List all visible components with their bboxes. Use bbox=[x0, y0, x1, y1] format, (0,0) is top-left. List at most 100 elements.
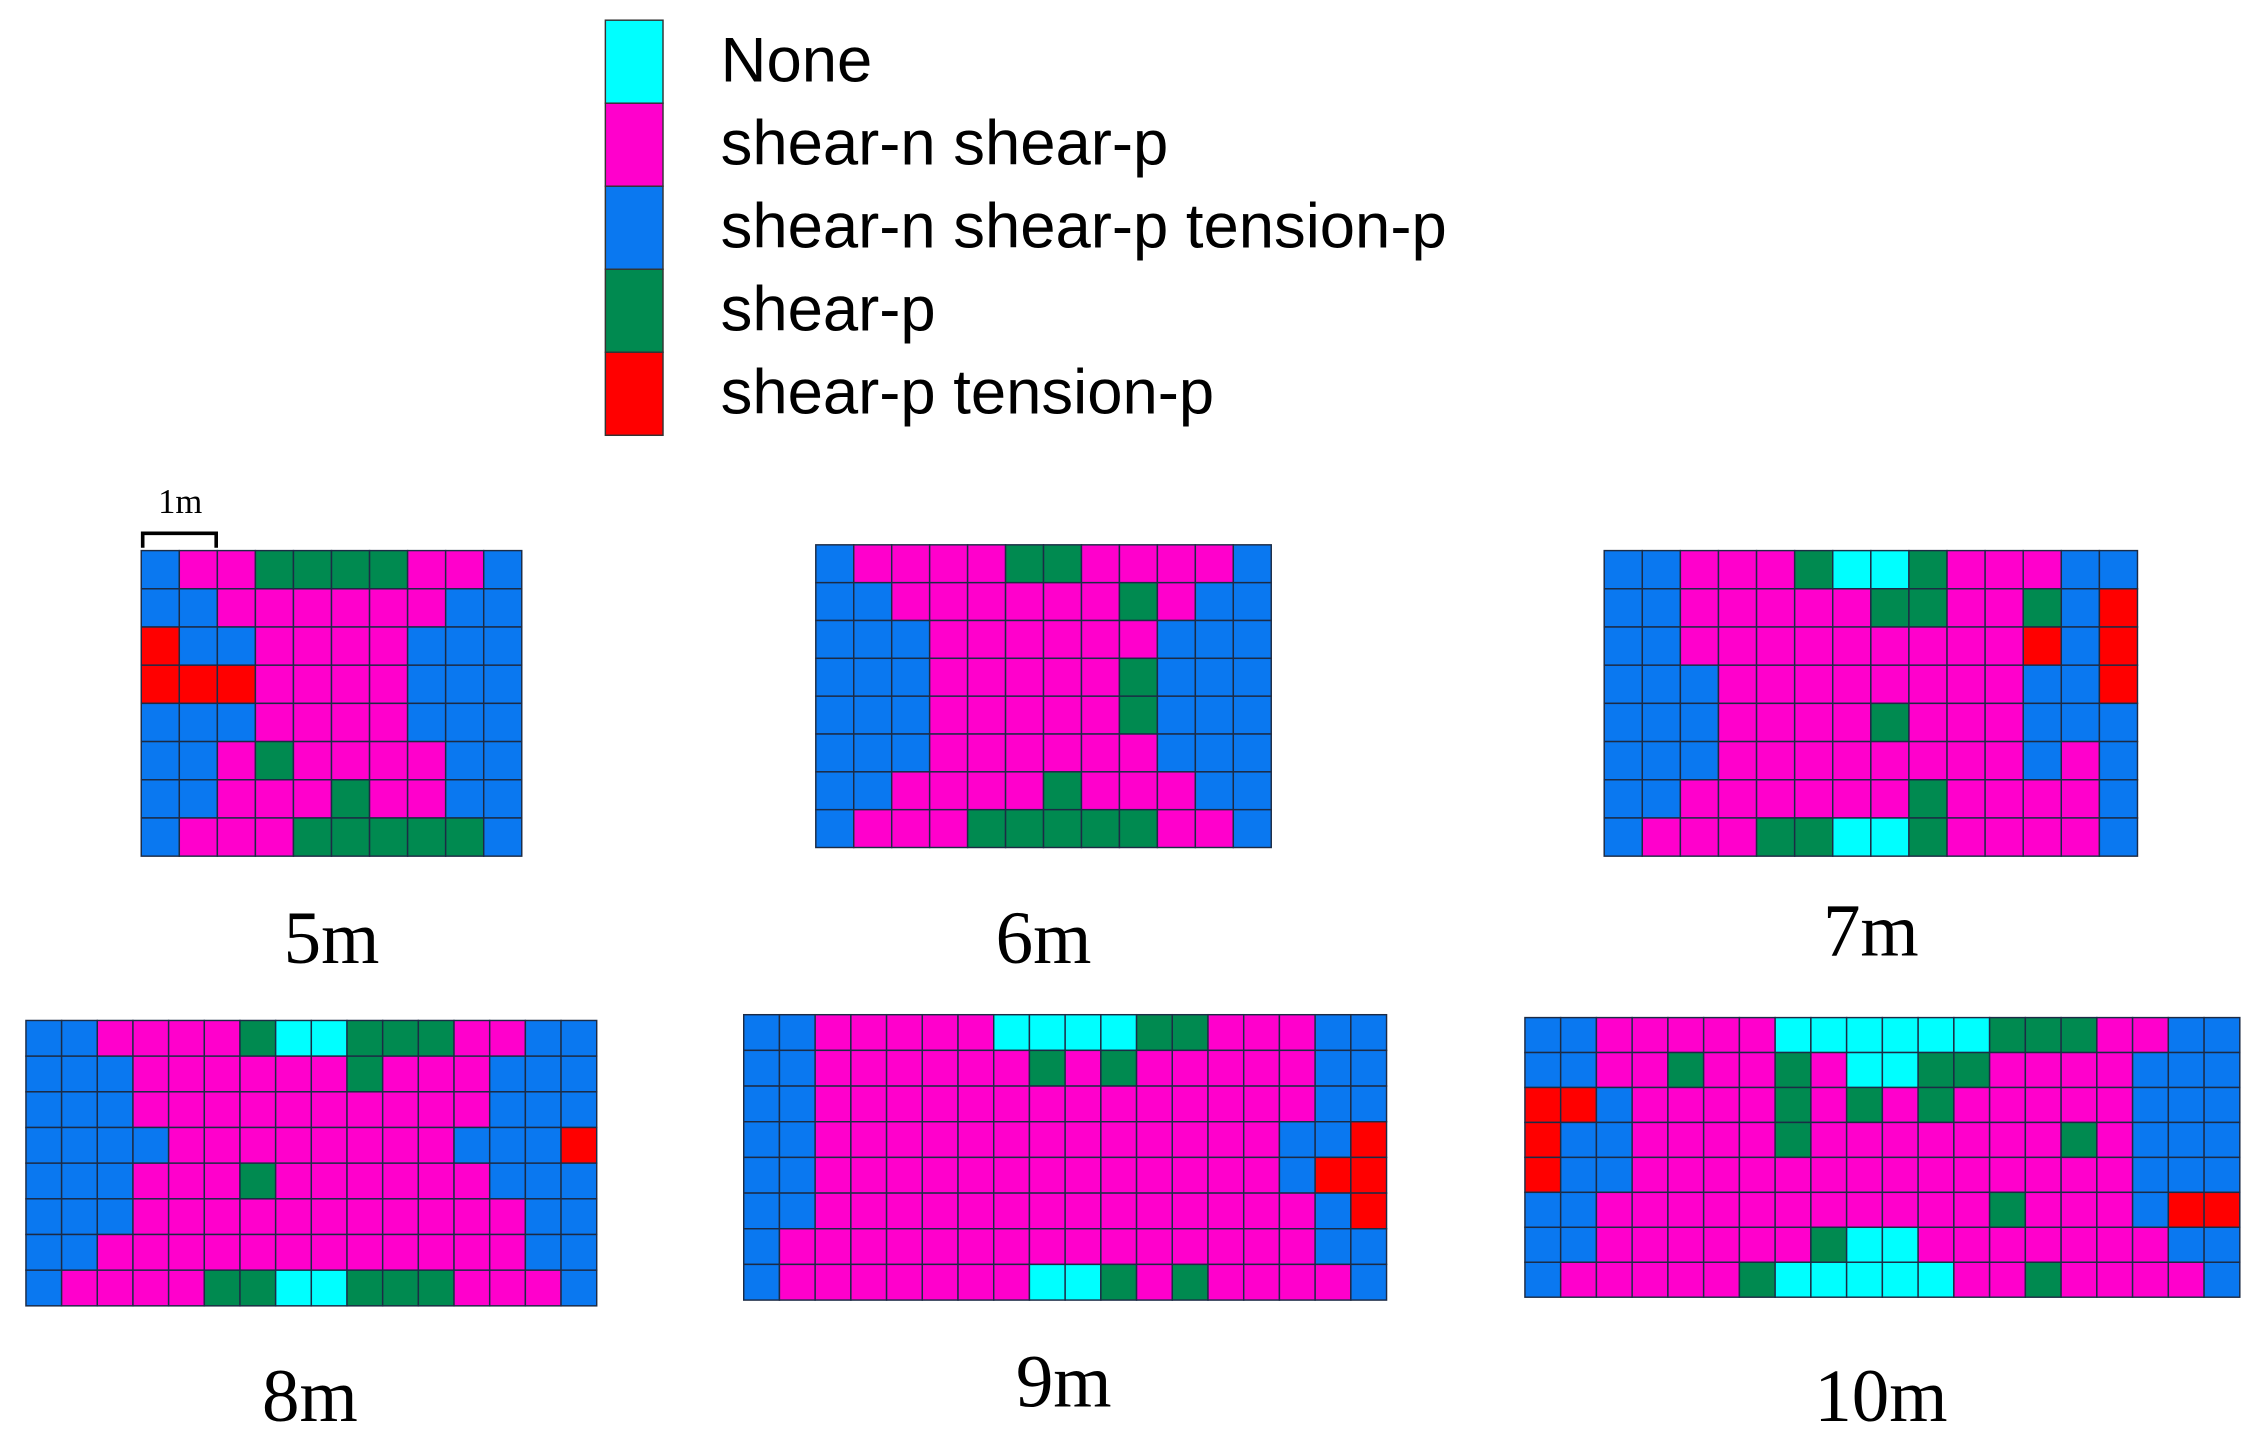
cell bbox=[1350, 1263, 1388, 1301]
cell bbox=[1603, 626, 1644, 666]
cell bbox=[1350, 1120, 1388, 1159]
cell bbox=[444, 626, 485, 666]
cell bbox=[966, 695, 1007, 735]
cell bbox=[815, 581, 855, 622]
cell bbox=[928, 657, 969, 697]
cell bbox=[957, 1156, 995, 1194]
cell bbox=[167, 1162, 206, 1200]
cell bbox=[1314, 1228, 1352, 1266]
cell bbox=[444, 549, 485, 590]
cell bbox=[1810, 1261, 1848, 1298]
cell bbox=[1953, 1016, 1991, 1054]
cell bbox=[488, 1055, 527, 1093]
cell bbox=[1524, 1121, 1562, 1159]
cell bbox=[2060, 702, 2101, 743]
cell bbox=[444, 740, 485, 781]
cell bbox=[1042, 657, 1083, 697]
cell bbox=[1278, 1263, 1316, 1301]
cell bbox=[853, 808, 893, 849]
cell bbox=[1350, 1192, 1388, 1230]
cell bbox=[1603, 664, 1644, 705]
cell bbox=[1717, 779, 1758, 819]
cell bbox=[853, 771, 893, 811]
cell bbox=[1717, 702, 1758, 743]
cell bbox=[1118, 581, 1159, 622]
cell bbox=[444, 779, 485, 819]
cell bbox=[1042, 544, 1083, 584]
cell bbox=[524, 1126, 562, 1164]
cell bbox=[1702, 1016, 1741, 1054]
cell bbox=[1194, 544, 1235, 584]
cell bbox=[1595, 1121, 1633, 1159]
cell bbox=[1946, 664, 1986, 705]
cell bbox=[524, 1162, 562, 1200]
cell bbox=[1100, 1085, 1138, 1123]
cell bbox=[743, 1192, 781, 1230]
cell bbox=[406, 549, 447, 590]
cell bbox=[1314, 1013, 1352, 1052]
cell bbox=[1738, 1016, 1776, 1054]
cell bbox=[346, 1198, 384, 1236]
cell bbox=[2060, 1086, 2098, 1124]
cell bbox=[368, 588, 409, 628]
cell bbox=[1738, 1261, 1776, 1298]
cell bbox=[1870, 817, 1910, 857]
cell bbox=[885, 1156, 924, 1194]
cell bbox=[1064, 1156, 1102, 1194]
cell bbox=[1984, 588, 2024, 628]
cell bbox=[417, 1198, 455, 1236]
cell bbox=[1774, 1086, 1812, 1124]
cell bbox=[406, 664, 447, 705]
cell bbox=[167, 1198, 206, 1236]
cell bbox=[928, 808, 969, 849]
cell bbox=[1207, 1263, 1245, 1301]
cell bbox=[1908, 588, 1948, 628]
cell bbox=[1080, 771, 1121, 811]
cell bbox=[132, 1019, 170, 1057]
cell bbox=[167, 1126, 206, 1164]
cell bbox=[1774, 1261, 1812, 1298]
cell bbox=[330, 664, 371, 705]
cell bbox=[368, 817, 409, 857]
cell bbox=[216, 588, 257, 628]
cell bbox=[1755, 549, 1796, 590]
cell bbox=[1242, 1263, 1281, 1301]
cell bbox=[1953, 1121, 1991, 1159]
cell bbox=[1988, 1156, 2027, 1194]
cell bbox=[1350, 1013, 1388, 1052]
cell bbox=[921, 1228, 959, 1266]
cell bbox=[1064, 1049, 1102, 1087]
cell bbox=[330, 588, 371, 628]
cell bbox=[778, 1156, 816, 1194]
cell bbox=[1917, 1121, 1955, 1159]
cell bbox=[2167, 1051, 2205, 1089]
cell bbox=[1232, 544, 1272, 584]
cell bbox=[560, 1198, 598, 1236]
cell bbox=[96, 1233, 134, 1271]
cell bbox=[1118, 808, 1159, 849]
cell bbox=[2022, 740, 2063, 781]
cell bbox=[1881, 1086, 1919, 1124]
cell bbox=[928, 581, 969, 622]
cell bbox=[921, 1049, 959, 1087]
cell bbox=[890, 544, 931, 584]
cell bbox=[178, 779, 219, 819]
cell bbox=[2098, 817, 2139, 857]
cell bbox=[488, 1198, 527, 1236]
cell bbox=[132, 1091, 170, 1129]
cell bbox=[1207, 1192, 1245, 1230]
cell bbox=[216, 779, 257, 819]
cell bbox=[1350, 1085, 1388, 1123]
cell bbox=[815, 657, 855, 697]
cell bbox=[1314, 1120, 1352, 1159]
cell bbox=[1832, 626, 1872, 666]
cell bbox=[1702, 1226, 1741, 1263]
cell bbox=[1042, 695, 1083, 735]
cell bbox=[1793, 664, 1834, 705]
cell bbox=[2024, 1051, 2062, 1089]
cell bbox=[1118, 771, 1159, 811]
cell bbox=[2131, 1016, 2170, 1054]
cell bbox=[1278, 1192, 1316, 1230]
cell bbox=[1917, 1156, 1955, 1194]
cell bbox=[132, 1126, 170, 1164]
